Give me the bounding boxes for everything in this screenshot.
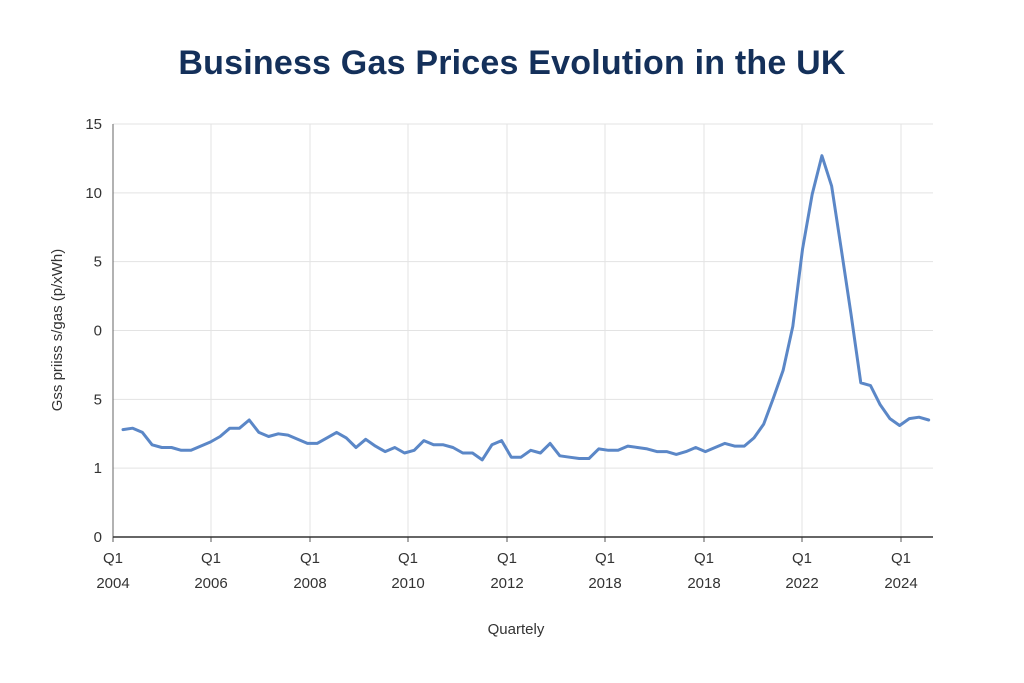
x-tick-quarter: Q1 bbox=[398, 550, 418, 567]
x-tick-quarter: Q1 bbox=[497, 550, 517, 567]
x-tick-quarter: Q1 bbox=[201, 550, 221, 567]
grid-lines bbox=[113, 123, 933, 537]
x-tick-quarter: Q1 bbox=[103, 550, 123, 567]
x-tick-year: 2010 bbox=[391, 575, 424, 592]
x-tick-year: 2018 bbox=[588, 575, 621, 592]
x-tick-year: 2006 bbox=[194, 575, 227, 592]
x-tick-quarter: Q1 bbox=[891, 550, 911, 567]
y-tick-label: 0 bbox=[94, 323, 102, 340]
x-tick-year: 2004 bbox=[96, 575, 129, 592]
y-tick-label: 10 bbox=[85, 185, 102, 202]
y-tick-label: 5 bbox=[94, 254, 102, 271]
x-tick-year: 2022 bbox=[785, 575, 818, 592]
x-tick-quarter: Q1 bbox=[595, 550, 615, 567]
y-tick-label: 1 bbox=[94, 460, 102, 477]
x-tick-quarter: Q1 bbox=[694, 550, 714, 567]
x-tick-quarter: Q1 bbox=[300, 550, 320, 567]
x-tick-year: 2008 bbox=[293, 575, 326, 592]
axes bbox=[112, 124, 933, 542]
tick-labels: 015051015Q12004Q12006Q12008Q12010Q12012Q… bbox=[85, 116, 917, 592]
x-tick-year: 2024 bbox=[884, 575, 917, 592]
x-tick-quarter: Q1 bbox=[792, 550, 812, 567]
series-layer bbox=[121, 154, 931, 462]
y-tick-label: 15 bbox=[85, 116, 102, 133]
chart-title: Business Gas Prices Evolution in the UK bbox=[178, 44, 846, 82]
y-tick-label: 5 bbox=[94, 391, 102, 408]
y-tick-label: 0 bbox=[94, 529, 102, 546]
x-tick-year: 2018 bbox=[687, 575, 720, 592]
series-line-0 bbox=[121, 154, 931, 462]
x-axis-title: Quartely bbox=[488, 621, 545, 638]
y-axis-title: Gss priiss s/gas (p/xWh) bbox=[49, 249, 66, 412]
x-tick-year: 2012 bbox=[490, 575, 523, 592]
